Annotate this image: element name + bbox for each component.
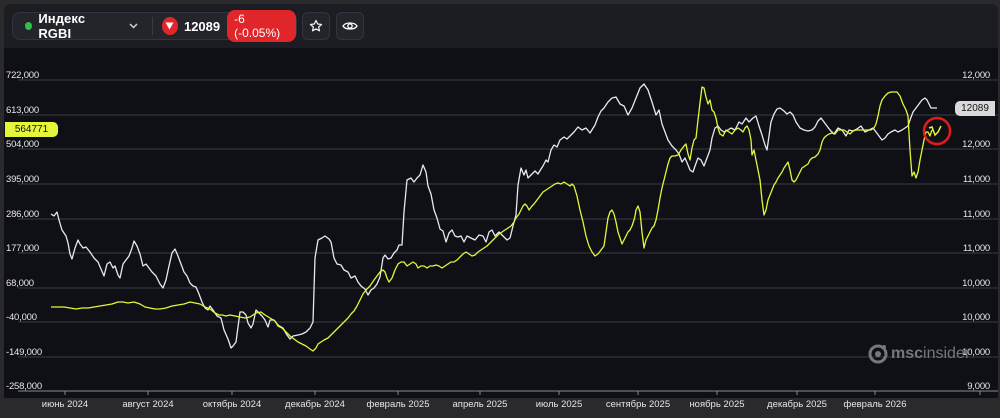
right-axis-tick: 11,000: [962, 243, 990, 254]
right-last-value-tag: 12089: [955, 101, 995, 116]
right-axis-tick: 12,000: [962, 139, 990, 150]
x-axis-label: февраль 2026: [843, 399, 907, 410]
right-axis-tick: 11,000: [962, 209, 990, 220]
x-axis-label: февраль 2025: [366, 399, 430, 410]
triangle-down-icon: [161, 17, 178, 35]
watch-button[interactable]: [336, 12, 364, 40]
right-axis-tick: 10,000: [962, 312, 990, 323]
left-axis-tick: 504,000: [6, 139, 39, 150]
x-axis-label: август 2024: [122, 399, 174, 410]
status-dot-icon: [25, 22, 33, 30]
left-axis-tick: -258,000: [6, 381, 42, 392]
x-axis-label: декабрь 2025: [767, 399, 827, 410]
left-axis-tick: -40,000: [6, 312, 37, 323]
chevron-down-icon[interactable]: [129, 21, 138, 32]
right-axis-tick: 12,000: [962, 70, 990, 81]
left-axis-tick: 722,000: [6, 70, 39, 81]
left-axis-tick: 395,000: [6, 174, 39, 185]
favorite-button[interactable]: [302, 12, 330, 40]
price-change-badge: -6 (-0.05%): [227, 10, 296, 42]
ticker-selector[interactable]: Индекс RGBI 12089 -6 (-0.05%): [12, 10, 297, 42]
chart-area[interactable]: [4, 48, 998, 398]
x-axis-label: июль 2025: [535, 399, 583, 410]
divider: [151, 17, 153, 35]
left-axis-tick: 68,000: [6, 278, 34, 289]
ticker-name: Индекс RGBI: [38, 11, 86, 41]
right-axis-tick: 10,000: [962, 347, 990, 358]
x-axis-label: ноябрь 2025: [689, 399, 745, 410]
left-axis-tick: 286,000: [6, 209, 39, 220]
left-axis-tick: 613,000: [6, 105, 39, 116]
x-axis-label: июнь 2024: [41, 399, 89, 410]
series-yellow-line: [51, 86, 933, 352]
right-axis-tick: 11,000: [962, 174, 990, 185]
bottom-strip: [0, 398, 1000, 418]
left-axis-tick: -149,000: [6, 347, 42, 358]
x-axis-label: апрель 2025: [452, 399, 508, 410]
star-icon: [309, 19, 323, 32]
watermark-light: insider: [923, 345, 971, 362]
left-last-value-tag: 564771: [5, 122, 58, 137]
msc-logo-icon: [868, 344, 888, 364]
x-axis-label: октябрь 2024: [202, 399, 262, 410]
annotation-circle: [922, 116, 952, 146]
watermark-logo: msc insider: [868, 344, 970, 364]
right-axis-tick: 9,000: [967, 381, 990, 392]
gridlines: [18, 79, 998, 392]
left-axis-tick: 177,000: [6, 243, 39, 254]
right-axis-tick: 10,000: [962, 278, 990, 289]
series-white-line: [50, 83, 937, 349]
eye-icon: [342, 22, 358, 30]
x-axis-label: сентябрь 2025: [605, 399, 671, 410]
x-axis-label: декабрь 2024: [285, 399, 345, 410]
current-price: 12089: [183, 18, 221, 34]
watermark-bold: msc: [891, 345, 924, 362]
